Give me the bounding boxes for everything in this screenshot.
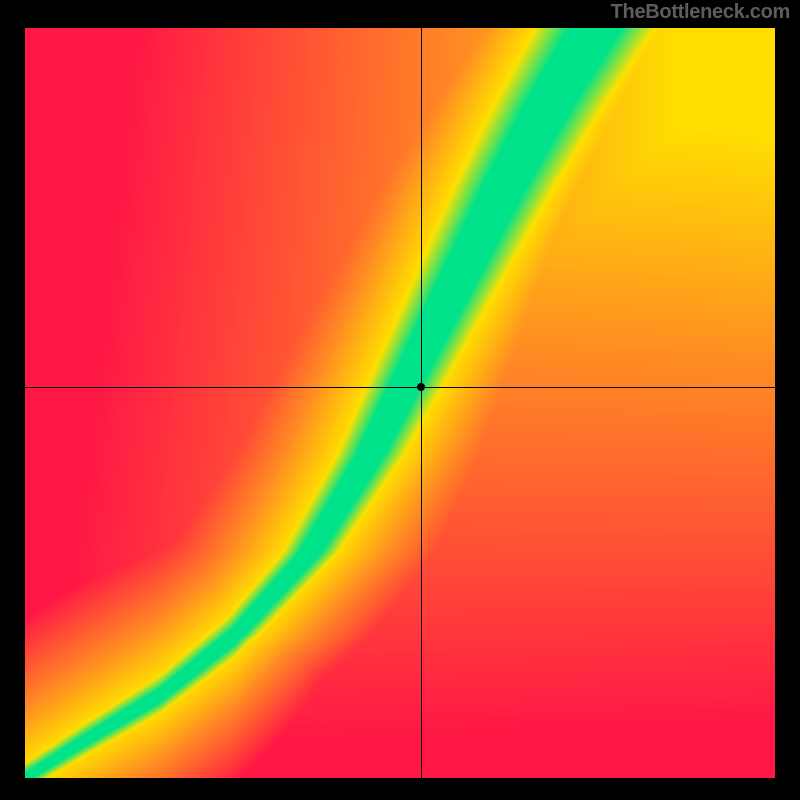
crosshair-marker	[417, 383, 425, 391]
crosshair-horizontal	[25, 387, 775, 388]
attribution-text: TheBottleneck.com	[611, 1, 790, 24]
chart-container: TheBottleneck.com	[0, 0, 800, 800]
heatmap-canvas	[25, 28, 775, 778]
heatmap-plot	[25, 28, 775, 778]
crosshair-vertical	[421, 28, 422, 778]
